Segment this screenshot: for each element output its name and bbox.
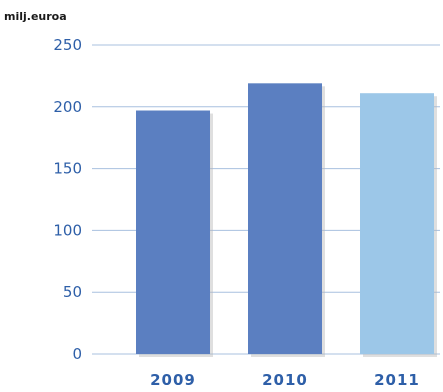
bar-2011: [360, 93, 434, 354]
unit-label: milj.euroa: [4, 10, 67, 23]
y-tick-label-250: 250: [53, 36, 82, 54]
y-axis-ticks: 0 50 100 150 200 250: [53, 36, 82, 363]
bars: [136, 83, 434, 355]
y-tick-label-200: 200: [53, 98, 82, 116]
y-tick-label-0: 0: [72, 345, 82, 363]
x-axis-ticks: 2009 2010 2011: [150, 371, 420, 389]
y-tick-label-50: 50: [63, 283, 82, 301]
y-tick-label-150: 150: [53, 160, 82, 178]
x-tick-label-2009: 2009: [150, 371, 196, 389]
x-tick-label-2010: 2010: [262, 371, 308, 389]
y-tick-label-100: 100: [53, 221, 82, 239]
bar-2009: [136, 110, 210, 355]
x-tick-label-2011: 2011: [374, 371, 420, 389]
bar-2010: [248, 83, 322, 354]
